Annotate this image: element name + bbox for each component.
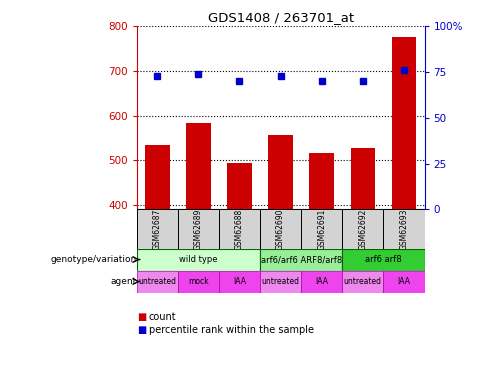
Text: untreated: untreated [344,277,382,286]
Bar [219,209,260,249]
Bar [145,146,169,209]
Bar [342,209,384,249]
Text: GSM62693: GSM62693 [400,208,408,250]
Text: GSM62689: GSM62689 [194,208,203,250]
Bar [260,270,301,292]
Text: percentile rank within the sample: percentile rank within the sample [149,325,314,335]
Text: GSM62690: GSM62690 [276,208,285,250]
Bar [227,164,252,209]
Bar [268,135,293,209]
Bar [301,209,342,249]
Text: mock: mock [188,277,209,286]
Text: IAA: IAA [315,277,328,286]
Bar [260,249,342,270]
Bar [178,209,219,249]
Title: GDS1408 / 263701_at: GDS1408 / 263701_at [207,11,354,24]
Text: GSM62692: GSM62692 [358,208,367,250]
Bar [137,249,260,270]
Text: count: count [149,312,177,322]
Bar [342,249,425,270]
Text: GSM62691: GSM62691 [317,208,326,250]
Bar [178,270,219,292]
Text: arf6 arf8: arf6 arf8 [365,255,402,264]
Text: genotype/variation: genotype/variation [50,255,137,264]
Bar [384,209,425,249]
Bar [342,270,384,292]
Text: GSM62687: GSM62687 [153,208,162,250]
Bar [137,270,178,292]
Bar [137,209,178,249]
Bar [350,148,375,209]
Bar [309,153,334,209]
Text: untreated: untreated [262,277,300,286]
Text: arf6/arf6 ARF8/arf8: arf6/arf6 ARF8/arf8 [261,255,342,264]
Bar [301,270,342,292]
Bar [219,270,260,292]
Bar [392,38,416,209]
Bar [260,209,301,249]
Text: untreated: untreated [138,277,176,286]
Bar [384,270,425,292]
Text: IAA: IAA [233,277,246,286]
Bar [186,123,211,209]
Text: IAA: IAA [398,277,410,286]
Text: ■: ■ [137,325,146,335]
Text: ■: ■ [137,312,146,322]
Text: wild type: wild type [179,255,218,264]
Text: agent: agent [110,277,137,286]
Text: GSM62688: GSM62688 [235,209,244,250]
